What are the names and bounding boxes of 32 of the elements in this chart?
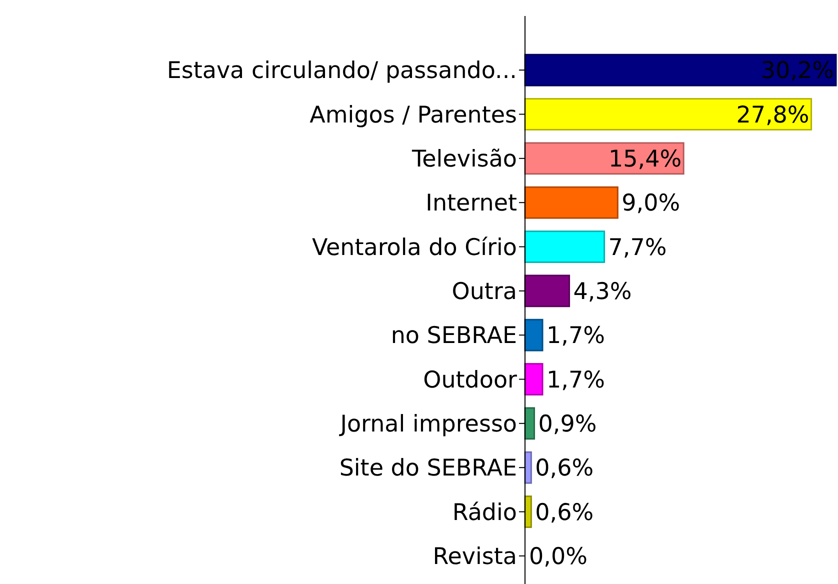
data-label: 0,6%: [535, 456, 594, 482]
y-tick-label: Amigos / Parentes: [310, 102, 517, 128]
bar: [524, 142, 684, 175]
data-label: 0,9%: [538, 411, 597, 438]
data-label: 1,7%: [546, 367, 605, 394]
y-tick-label: Televisão: [411, 146, 517, 172]
bar: [524, 186, 618, 219]
bar: [524, 318, 544, 352]
y-tick-label: Rádio: [452, 500, 517, 526]
data-label: 0,0%: [529, 544, 588, 570]
y-tick-label: Internet: [426, 190, 517, 217]
data-label: 7,7%: [608, 234, 667, 261]
bar: [524, 274, 570, 308]
bar: [524, 54, 837, 86]
data-label: 30,2%: [760, 58, 834, 84]
y-tick-label: Ventarola do Círio: [312, 234, 517, 261]
bar: [524, 363, 544, 396]
y-tick-label: Estava circulando/ passando...: [166, 58, 517, 84]
y-tick-label: Outra: [452, 278, 517, 305]
data-label: 0,6%: [535, 500, 594, 526]
y-tick-label: Outdoor: [423, 367, 518, 394]
data-label: 1,7%: [546, 323, 605, 350]
bar: [524, 98, 812, 130]
bar: [524, 230, 606, 263]
y-tick-label: Jornal impresso: [338, 411, 517, 438]
data-label: 9,0%: [622, 190, 680, 217]
data-label: 27,8%: [736, 102, 810, 128]
y-tick-label: Site do SEBRAE: [339, 456, 517, 482]
y-tick-label: no SEBRAE: [390, 323, 517, 350]
data-label: 15,4%: [608, 146, 682, 172]
data-label: 4,3%: [573, 278, 632, 305]
y-tick-label: Revista: [432, 544, 517, 570]
